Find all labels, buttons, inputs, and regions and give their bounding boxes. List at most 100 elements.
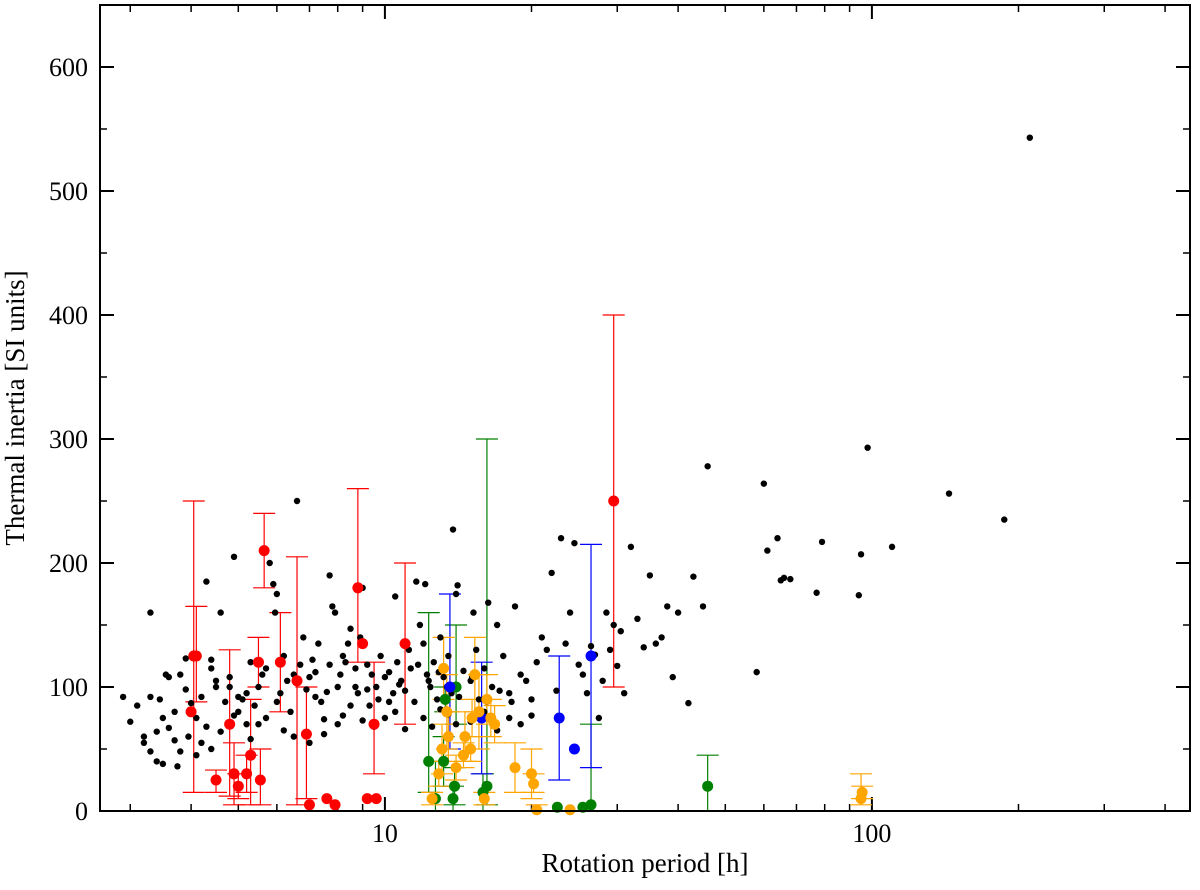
point-black: [352, 665, 359, 672]
point-black: [174, 763, 181, 770]
point-orange: [528, 778, 540, 790]
point-blue: [585, 650, 597, 662]
point-black: [652, 640, 660, 647]
point-red: [224, 718, 236, 730]
point-black: [193, 714, 200, 722]
point-green: [481, 780, 493, 792]
point-black: [247, 735, 254, 743]
point-black: [134, 702, 141, 709]
point-black: [171, 708, 178, 715]
point-red: [210, 774, 222, 786]
point-red: [254, 774, 266, 786]
point-green: [438, 755, 450, 767]
point-black: [385, 698, 393, 706]
point-black: [203, 723, 210, 730]
point-black: [595, 714, 603, 722]
point-black: [422, 580, 429, 588]
point-black: [583, 690, 591, 697]
point-red: [352, 582, 364, 594]
point-black: [658, 634, 665, 641]
point-black: [420, 640, 427, 647]
point-black: [303, 686, 310, 693]
point-black: [855, 592, 863, 599]
point-black: [147, 609, 154, 616]
point-black: [533, 659, 540, 666]
point-black: [599, 677, 606, 684]
point-black: [347, 702, 354, 709]
point-black: [423, 671, 431, 678]
point-black: [452, 590, 460, 598]
point-black: [315, 640, 322, 647]
point-orange: [438, 662, 450, 674]
point-black: [140, 733, 148, 740]
point-black: [251, 702, 258, 709]
point-black: [230, 712, 238, 719]
point-blue: [553, 712, 565, 724]
point-orange: [465, 743, 477, 755]
point-black: [685, 699, 692, 707]
point-black: [690, 573, 697, 580]
point-black: [669, 673, 676, 681]
point-black: [787, 575, 794, 583]
point-black: [212, 677, 220, 684]
point-black: [326, 572, 333, 579]
point-red: [368, 718, 380, 730]
point-black: [297, 661, 304, 668]
point-black: [396, 681, 403, 688]
point-red: [241, 768, 253, 780]
point-black: [208, 656, 215, 663]
point-black: [208, 665, 215, 672]
point-black: [620, 690, 628, 697]
point-black: [401, 687, 409, 694]
point-black: [312, 693, 319, 701]
point-black: [266, 559, 273, 567]
point-black: [528, 712, 535, 719]
point-black: [610, 621, 617, 629]
point-black: [147, 693, 154, 701]
point-black: [445, 652, 452, 660]
point-black: [153, 728, 160, 735]
point-black: [177, 748, 184, 755]
x-tick-label: 100: [852, 819, 891, 848]
point-red: [232, 780, 244, 792]
point-black: [373, 683, 380, 691]
point-black: [473, 646, 480, 653]
point-black: [212, 683, 220, 691]
point-black: [318, 698, 325, 706]
point-black: [411, 698, 418, 706]
point-black: [306, 739, 313, 746]
point-orange: [478, 793, 490, 805]
point-black: [522, 677, 530, 684]
point-orange: [450, 762, 462, 774]
point-black: [553, 687, 560, 694]
point-black: [334, 683, 341, 691]
point-red: [357, 638, 369, 650]
point-black: [366, 702, 373, 709]
point-red: [300, 728, 312, 740]
point-black: [140, 739, 148, 746]
point-black: [455, 693, 463, 701]
point-black: [354, 690, 362, 697]
point-black: [243, 690, 250, 697]
point-black: [557, 535, 565, 542]
point-orange: [441, 706, 453, 718]
point-black: [433, 696, 441, 703]
point-black: [359, 717, 366, 724]
point-black: [945, 490, 953, 497]
point-black: [344, 640, 352, 647]
point-black: [153, 758, 160, 765]
point-orange: [469, 669, 481, 681]
point-black: [454, 582, 461, 589]
point-black: [337, 671, 344, 678]
axis-ticks: [100, 4, 1190, 812]
point-black: [818, 538, 826, 546]
point-red: [361, 793, 373, 805]
point-black: [780, 574, 788, 582]
point-black: [198, 693, 205, 701]
point-black: [352, 683, 359, 691]
point-black: [481, 665, 488, 672]
point-black: [377, 652, 384, 660]
point-black: [306, 673, 313, 681]
y-tick-label: 0: [75, 797, 88, 826]
point-black: [235, 693, 242, 701]
